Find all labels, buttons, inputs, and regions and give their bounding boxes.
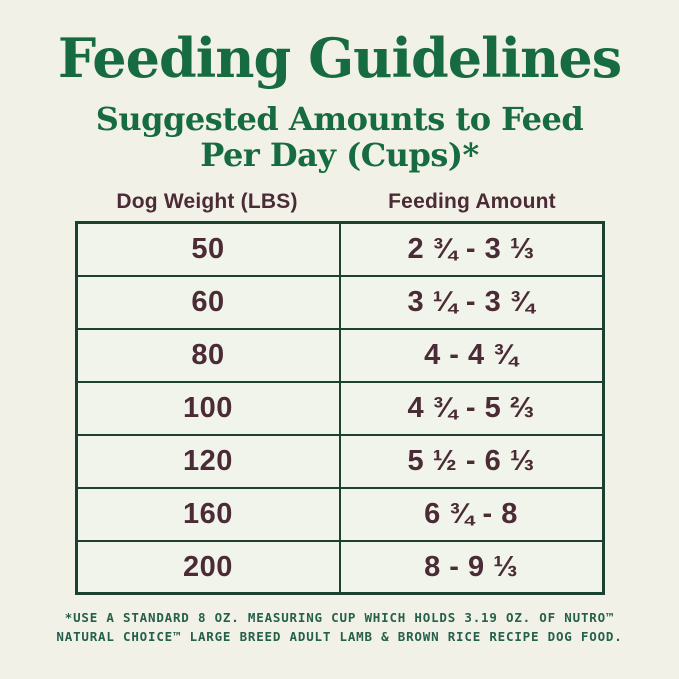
amount-cell: 2 ¾ - 3 ⅓ [338,221,604,277]
amount-cell: 5 ½ - 6 ⅓ [338,433,604,489]
weight-cell: 200 [75,539,341,595]
column-header-dog-weight: Dog Weight (LBS) [116,190,298,214]
page-subtitle: Suggested Amounts to Feed Per Day (Cups)* [95,99,584,175]
footnote-line-1: *USE A STANDARD 8 OZ. MEASURING CUP WHIC… [64,610,615,626]
amount-cell: 8 - 9 ⅓ [338,539,604,595]
table-row: 160 6 ¾ - 8 [75,486,604,542]
weight-cell: 120 [75,433,341,489]
amount-cell: 4 ¾ - 5 ⅔ [338,380,604,436]
table-row: 50 2 ¾ - 3 ⅓ [75,221,604,277]
table-column-headers: Dog Weight (LBS) Feeding Amount [75,190,605,221]
footnote: *USE A STANDARD 8 OZ. MEASURING CUP WHIC… [56,609,622,647]
weight-cell: 100 [75,380,341,436]
feeding-table: 50 2 ¾ - 3 ⅓ 60 3 ¼ - 3 ¾ 80 4 - 4 ¾ 100… [74,221,605,596]
amount-cell: 3 ¼ - 3 ¾ [338,274,604,330]
table-row: 100 4 ¾ - 5 ⅔ [75,380,604,436]
table-row: 60 3 ¼ - 3 ¾ [75,274,604,330]
page-title: Feeding Guidelines [57,26,622,90]
amount-cell: 6 ¾ - 8 [338,486,604,542]
subtitle-line-2: Per Day (Cups)* [200,136,479,175]
weight-cell: 160 [75,486,341,542]
table-row: 200 8 - 9 ⅓ [75,539,604,595]
weight-cell: 50 [75,221,341,277]
footnote-line-2: NATURAL CHOICE™ LARGE BREED ADULT LAMB &… [56,629,623,645]
amount-cell: 4 - 4 ¾ [338,327,604,383]
table-row: 120 5 ½ - 6 ⅓ [75,433,604,489]
table-row: 80 4 - 4 ¾ [75,327,604,383]
weight-cell: 80 [75,327,341,383]
weight-cell: 60 [75,274,341,330]
subtitle-line-1: Suggested Amounts to Feed [95,99,584,138]
feeding-table-body: 50 2 ¾ - 3 ⅓ 60 3 ¼ - 3 ¾ 80 4 - 4 ¾ 100… [75,221,604,595]
column-header-feeding-amount: Feeding Amount [388,190,556,214]
